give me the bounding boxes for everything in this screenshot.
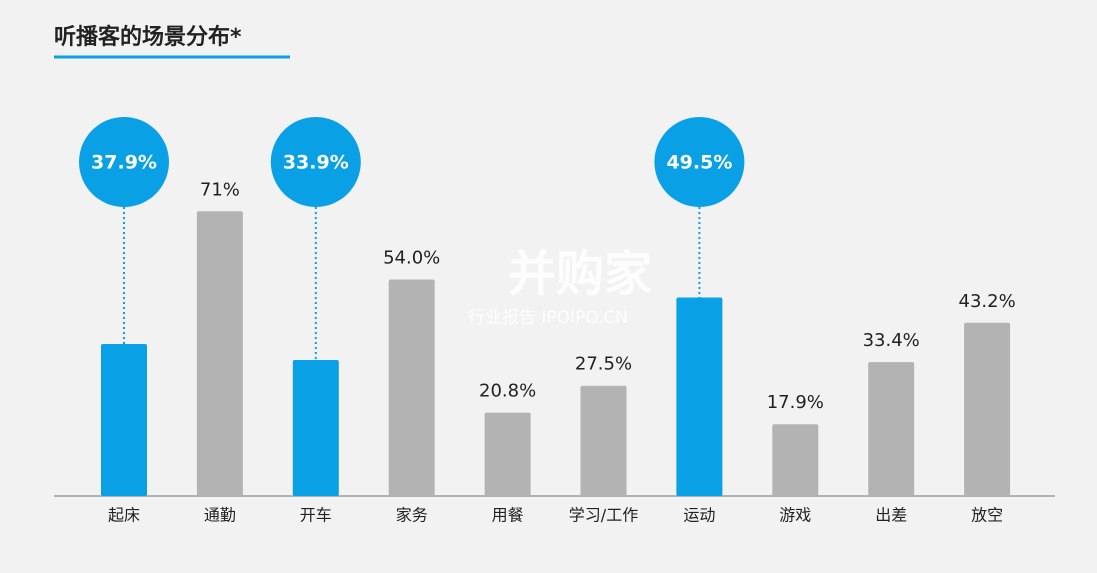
x-tick-label: 开车 <box>300 506 332 525</box>
bar <box>676 297 723 496</box>
chart-title: 听播客的场景分布* <box>54 24 242 50</box>
label-bubble <box>654 117 745 207</box>
value-label: 17.9% <box>767 392 824 413</box>
bar <box>101 344 147 496</box>
value-label: 20.8% <box>479 381 536 402</box>
x-tick-label: 起床 <box>108 506 140 525</box>
value-label: 33.9% <box>283 152 349 174</box>
x-tick-label: 学习/工作 <box>569 506 638 525</box>
bar <box>196 211 243 497</box>
watermark: 并购家 <box>508 246 652 302</box>
label-bubble <box>270 117 361 207</box>
x-tick-label: 通勤 <box>204 506 236 525</box>
value-label: 37.9% <box>91 152 157 174</box>
value-label: 54.0% <box>383 247 440 268</box>
value-label: 33.4% <box>863 330 920 351</box>
x-tick-label: 家务 <box>396 506 428 525</box>
label-bubble <box>79 117 169 207</box>
bar <box>292 360 339 496</box>
x-tick-label: 出差 <box>875 506 907 525</box>
bar <box>868 362 915 496</box>
x-tick-label: 用餐 <box>492 506 524 525</box>
value-label: 43.2% <box>959 291 1016 312</box>
x-tick-label: 游戏 <box>779 506 811 525</box>
value-label: 49.5% <box>666 152 732 174</box>
x-tick-label: 放空 <box>971 506 1003 525</box>
x-tick-label: 运动 <box>683 506 715 525</box>
bar <box>484 412 531 496</box>
bar <box>580 385 627 496</box>
bar <box>964 322 1011 496</box>
value-label: 27.5% <box>575 354 632 375</box>
watermark: 行业报告 IPOIPO.CN <box>468 308 628 328</box>
value-label: 71% <box>200 179 240 200</box>
bar <box>772 424 819 496</box>
bar <box>388 279 435 496</box>
